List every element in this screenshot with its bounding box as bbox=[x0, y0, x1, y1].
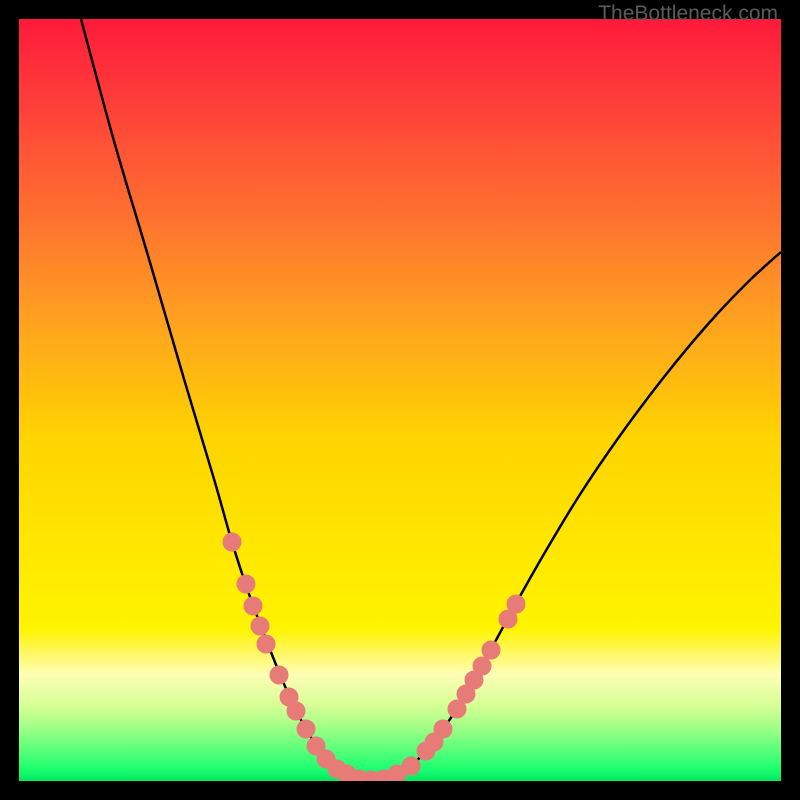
watermark-text: TheBottleneck.com bbox=[598, 2, 778, 26]
data-marker bbox=[297, 720, 315, 738]
data-marker bbox=[434, 720, 452, 738]
chart-frame: TheBottleneck.com bbox=[0, 0, 800, 800]
data-marker bbox=[244, 597, 262, 615]
bottleneck-curve bbox=[81, 19, 781, 780]
data-marker bbox=[473, 657, 491, 675]
data-marker bbox=[257, 635, 275, 653]
data-marker bbox=[482, 641, 500, 659]
data-marker bbox=[251, 617, 269, 635]
data-marker bbox=[287, 702, 305, 720]
data-marker bbox=[270, 666, 288, 684]
data-marker bbox=[223, 533, 241, 551]
curve-layer bbox=[19, 19, 781, 781]
data-marker bbox=[402, 757, 420, 775]
marker-group bbox=[223, 533, 525, 781]
data-marker bbox=[237, 575, 255, 593]
data-marker bbox=[507, 595, 525, 613]
plot-area bbox=[19, 19, 781, 781]
